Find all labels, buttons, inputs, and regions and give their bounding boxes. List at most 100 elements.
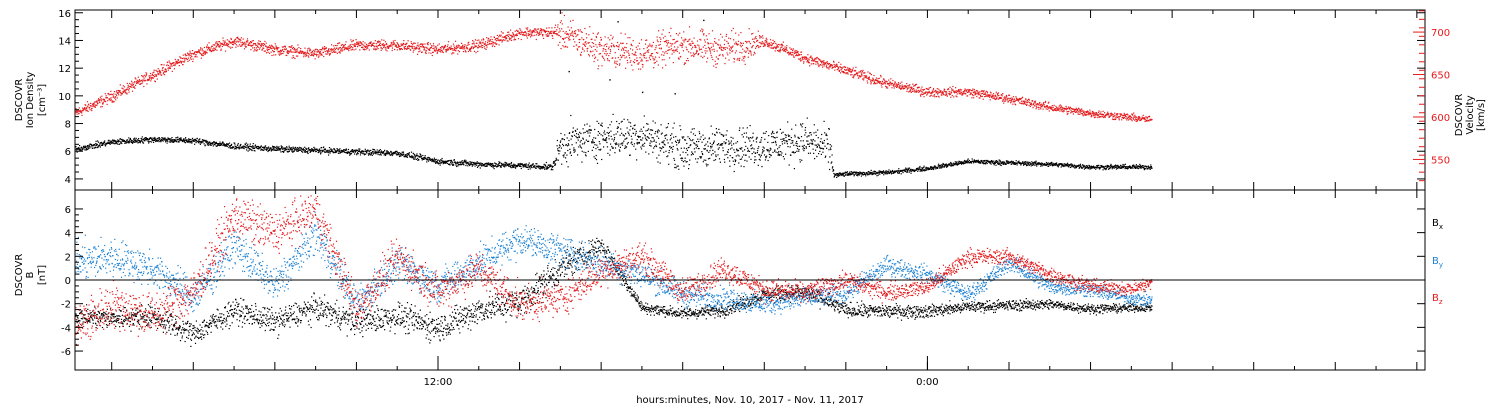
top-velocity-point xyxy=(792,54,794,56)
top-ion-density-point xyxy=(306,148,308,150)
top-ion-density-point xyxy=(259,147,261,149)
top-velocity-point xyxy=(484,43,486,45)
top-velocity-point xyxy=(525,35,528,37)
top-velocity-point xyxy=(173,68,175,70)
top-velocity-point xyxy=(272,49,274,52)
top-velocity-point xyxy=(350,49,352,51)
top-ion-density-point xyxy=(127,142,129,144)
top-velocity-point xyxy=(528,33,530,35)
top-velocity-point xyxy=(617,41,619,44)
top-ion-density-point xyxy=(372,148,374,150)
top-ion-density-point xyxy=(484,163,486,165)
top-velocity-point xyxy=(568,36,570,38)
top-velocity-point xyxy=(1072,110,1074,113)
top-ion-density-point xyxy=(123,140,125,142)
top-velocity-point xyxy=(180,57,182,59)
top-velocity-point xyxy=(989,96,991,98)
top-velocity-point xyxy=(768,42,770,44)
top-velocity-point xyxy=(158,74,160,76)
top-ion-density-point xyxy=(94,146,97,149)
top-velocity-point xyxy=(861,75,863,77)
top-velocity-point xyxy=(441,51,443,53)
top-velocity-point xyxy=(454,47,456,49)
top-velocity-point xyxy=(974,94,976,96)
top-velocity-point xyxy=(839,69,841,71)
top-ion-density-point xyxy=(193,139,195,141)
top-velocity-point xyxy=(1139,117,1141,119)
top-velocity-point xyxy=(629,57,631,59)
top-velocity-point xyxy=(1013,98,1015,100)
top-velocity-point xyxy=(294,57,296,60)
top-velocity-point xyxy=(497,38,499,40)
top-ion-density-point xyxy=(94,145,96,147)
top-ion-density-point xyxy=(97,146,99,149)
top-velocity-point xyxy=(532,35,534,37)
top-velocity-point xyxy=(952,85,954,88)
top-velocity-point xyxy=(427,42,429,44)
top-velocity-point xyxy=(269,46,271,48)
top-velocity-point xyxy=(154,73,156,76)
top-ion-density-point xyxy=(177,136,179,138)
top-velocity-point xyxy=(769,44,771,46)
top-velocity-point xyxy=(297,44,299,46)
top-velocity-point xyxy=(554,24,557,26)
top-velocity-point xyxy=(1006,99,1008,101)
top-velocity-point xyxy=(209,48,211,50)
top-velocity-point xyxy=(457,46,459,48)
top-velocity-point xyxy=(481,39,483,41)
top-ion-density-point xyxy=(221,142,223,144)
top-velocity-point xyxy=(344,47,346,49)
top-ion-density-point xyxy=(349,152,351,155)
top-velocity-point xyxy=(781,43,783,46)
top-velocity-point xyxy=(881,82,883,84)
top-velocity-point xyxy=(1070,112,1072,114)
top-velocity-point xyxy=(1068,107,1070,109)
top-ion-density-point xyxy=(245,142,247,144)
top-ion-density-point xyxy=(154,139,156,141)
top-velocity-point xyxy=(727,42,729,45)
top-ion-density-point xyxy=(217,143,219,145)
top-ion-density-point xyxy=(503,165,505,167)
top-ion-density-point xyxy=(357,153,359,155)
top-velocity-point xyxy=(1078,107,1080,109)
top-ion-density-point xyxy=(122,139,124,141)
top-velocity-point xyxy=(789,52,792,54)
top-ion-density-point xyxy=(334,151,336,153)
top-velocity-point xyxy=(401,44,403,47)
top-velocity-point xyxy=(804,56,807,58)
top-velocity-point xyxy=(203,52,205,54)
top-velocity-point xyxy=(864,72,866,74)
top-velocity-point xyxy=(834,66,836,68)
top-velocity-point xyxy=(174,64,176,67)
top-ion-density-point xyxy=(151,138,153,140)
top-velocity-point xyxy=(246,40,248,42)
top-velocity-point xyxy=(978,91,980,93)
top-velocity-point xyxy=(214,48,216,50)
top-velocity-point xyxy=(390,43,392,45)
top-velocity-point xyxy=(844,72,846,74)
top-velocity-point xyxy=(1028,99,1030,101)
top-ion-density-point xyxy=(268,147,270,149)
top-velocity-point xyxy=(277,50,279,52)
top-ion-density-point xyxy=(427,156,429,158)
top-velocity-point xyxy=(467,44,469,46)
top-velocity-point xyxy=(139,83,141,85)
top-velocity-point xyxy=(262,47,264,49)
top-velocity-point xyxy=(311,54,313,56)
top-velocity-point xyxy=(113,101,115,103)
top-velocity-point xyxy=(949,93,951,95)
top-velocity-point xyxy=(300,48,302,50)
top-velocity-point xyxy=(185,55,187,57)
top-velocity-point xyxy=(796,54,798,57)
top-ion-density-point xyxy=(153,138,155,140)
top-ion-density-point xyxy=(294,146,297,148)
top-velocity-point xyxy=(886,81,888,83)
top-velocity-point xyxy=(1008,94,1011,96)
top-velocity-point xyxy=(410,42,413,45)
top-ion-density-point xyxy=(99,143,101,145)
top-velocity-point xyxy=(612,36,614,38)
top-velocity-point xyxy=(227,46,229,48)
top-ion-density-point xyxy=(497,164,499,166)
top-velocity-point xyxy=(974,91,977,93)
top-velocity-point xyxy=(555,33,558,35)
